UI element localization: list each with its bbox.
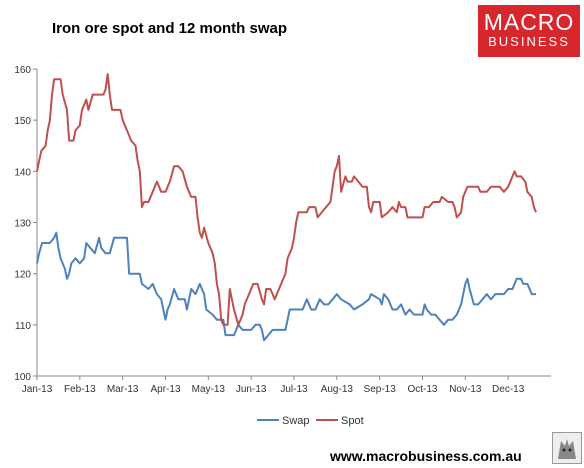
x-tick-label: May-13 <box>192 384 226 395</box>
y-tick-label: 120 <box>14 270 31 281</box>
y-tick-label: 140 <box>14 167 31 178</box>
y-tick-label: 160 <box>14 65 31 76</box>
series-line-swap <box>36 231 536 342</box>
legend-label-spot: Spot <box>341 415 364 427</box>
y-tick-label: 100 <box>14 372 31 383</box>
x-tick-label: Oct-13 <box>407 384 437 395</box>
logo-text-business: BUSINESS <box>488 34 570 49</box>
x-tick-label: Dec-13 <box>492 384 525 395</box>
y-tick-label: 110 <box>15 321 31 332</box>
x-tick-label: Feb-13 <box>64 384 96 395</box>
chart-axes: 100 110 120 130 140 150 160 Jan-13 Feb-13 Mar-13 A… <box>14 65 551 395</box>
x-tick-label: Nov-13 <box>449 384 482 395</box>
x-tick-label: Jun-13 <box>236 384 267 395</box>
x-tick-label: Jul-13 <box>280 384 308 395</box>
series-line-spot <box>36 73 537 326</box>
legend-label-swap: Swap <box>282 415 310 427</box>
macrobusiness-logo: MACRO BUSINESS <box>478 5 580 57</box>
wolf-logo-icon <box>552 432 582 464</box>
logo-text-macro: MACRO <box>483 9 575 35</box>
chart-legend: Swap Spot <box>257 415 364 427</box>
x-tick-label: Apr-13 <box>150 384 180 395</box>
x-tick-label: Jan-13 <box>22 384 53 395</box>
y-tick-label: 130 <box>14 219 31 230</box>
x-tick-label: Aug-13 <box>321 384 354 395</box>
chart-series <box>36 73 537 342</box>
y-tick-label: 150 <box>14 116 31 127</box>
x-tick-label: Sep-13 <box>364 384 397 395</box>
x-tick-label: Mar-13 <box>107 384 139 395</box>
chart-title: Iron ore spot and 12 month swap <box>52 20 288 37</box>
footer-url: www.macrobusiness.com.au <box>330 448 522 464</box>
